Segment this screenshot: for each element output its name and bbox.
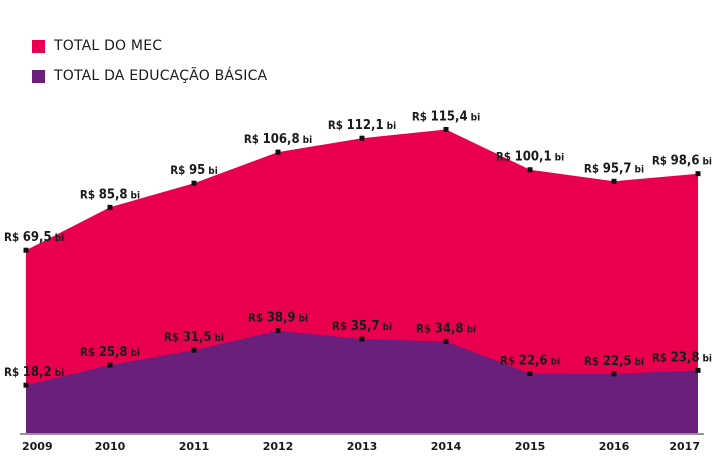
data-label-s1-4: R$ 35,7 bi bbox=[332, 319, 392, 334]
data-label-s0-7: R$ 95,7 bi bbox=[584, 161, 644, 176]
data-point-s0-7 bbox=[611, 178, 617, 184]
data-label-s1-7: R$ 22,5 bi bbox=[584, 354, 644, 369]
data-point-s0-2 bbox=[191, 180, 197, 186]
data-label-s0-1: R$ 85,8 bi bbox=[80, 187, 140, 202]
x-tick-2013: 2013 bbox=[347, 440, 378, 453]
data-point-s0-1 bbox=[107, 204, 113, 210]
legend-label-basica: TOTAL DA EDUCAÇÃO BÁSICA bbox=[54, 68, 268, 84]
area-series-1 bbox=[26, 330, 698, 433]
x-tick-2011: 2011 bbox=[179, 440, 210, 453]
data-point-s0-6 bbox=[527, 167, 533, 173]
data-point-s1-2 bbox=[191, 347, 197, 353]
data-label-s0-5: R$ 115,4 bi bbox=[412, 109, 480, 124]
data-label-s1-6: R$ 22,6 bi bbox=[500, 354, 560, 369]
legend-swatch-mec bbox=[32, 39, 45, 53]
x-tick-2014: 2014 bbox=[431, 440, 462, 453]
legend: TOTAL DO MEC TOTAL DA EDUCAÇÃO BÁSICA bbox=[32, 34, 267, 94]
data-point-s0-8 bbox=[695, 171, 701, 177]
x-tick-2009: 2009 bbox=[22, 440, 53, 453]
legend-item-basica: TOTAL DA EDUCAÇÃO BÁSICA bbox=[32, 64, 267, 88]
data-label-s0-0: R$ 69,5 bi bbox=[4, 230, 64, 245]
data-point-s1-0 bbox=[23, 382, 29, 388]
data-label-s0-8: R$ 98,6 bi bbox=[652, 154, 712, 169]
x-tick-2015: 2015 bbox=[515, 440, 546, 453]
x-tick-2010: 2010 bbox=[95, 440, 126, 453]
x-tick-2012: 2012 bbox=[263, 440, 294, 453]
data-label-s0-2: R$ 95 bi bbox=[170, 163, 218, 178]
data-label-s0-3: R$ 106,8 bi bbox=[244, 132, 312, 147]
data-label-s1-5: R$ 34,8 bi bbox=[416, 321, 476, 336]
data-label-s1-2: R$ 31,5 bi bbox=[164, 330, 224, 345]
legend-label-mec: TOTAL DO MEC bbox=[54, 38, 163, 54]
data-point-s1-4 bbox=[359, 336, 365, 342]
data-point-s0-3 bbox=[275, 149, 281, 155]
data-label-s1-3: R$ 38,9 bi bbox=[248, 311, 308, 326]
data-point-s1-5 bbox=[443, 338, 449, 344]
data-label-s1-0: R$ 18,2 bi bbox=[4, 365, 64, 380]
x-tick-2016: 2016 bbox=[599, 440, 630, 453]
x-tick-2017: 2017 bbox=[669, 440, 700, 453]
legend-item-mec: TOTAL DO MEC bbox=[32, 34, 267, 58]
data-point-s1-7 bbox=[611, 371, 617, 377]
legend-swatch-basica bbox=[32, 69, 45, 83]
data-point-s1-1 bbox=[107, 362, 113, 368]
data-label-s1-1: R$ 25,8 bi bbox=[80, 345, 140, 360]
data-point-s1-8 bbox=[695, 367, 701, 373]
data-point-s0-0 bbox=[23, 247, 29, 253]
data-label-s0-4: R$ 112,1 bi bbox=[328, 118, 396, 133]
data-point-s0-5 bbox=[443, 126, 449, 132]
data-point-s0-4 bbox=[359, 135, 365, 141]
data-point-s1-6 bbox=[527, 371, 533, 377]
data-point-s1-3 bbox=[275, 328, 281, 334]
data-label-s0-6: R$ 100,1 bi bbox=[496, 150, 564, 165]
data-label-s1-8: R$ 23,8 bi bbox=[652, 350, 712, 365]
